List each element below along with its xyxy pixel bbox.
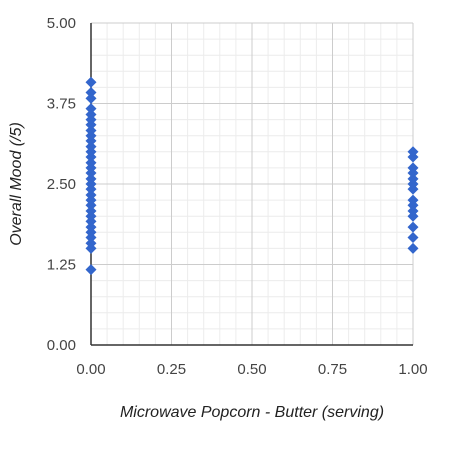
- x-tick-label: 0.00: [76, 361, 105, 378]
- y-axis-title: Overall Mood (/5): [8, 122, 25, 246]
- data-point: [85, 92, 97, 104]
- y-tick-label: 2.50: [47, 176, 76, 193]
- data-point: [407, 146, 419, 158]
- x-tick-label: 0.50: [237, 361, 266, 378]
- y-tick-label: 5.00: [47, 15, 76, 32]
- y-tick-label: 0.00: [47, 337, 76, 354]
- data-point: [85, 221, 97, 233]
- data-point: [407, 162, 419, 174]
- data-point: [85, 76, 97, 88]
- data-point: [85, 141, 97, 153]
- data-point: [85, 237, 97, 249]
- data-point: [85, 157, 97, 169]
- data-point: [85, 205, 97, 217]
- data-point: [407, 173, 419, 185]
- x-axis-title: Microwave Popcorn - Butter (serving): [120, 404, 384, 421]
- data-point: [85, 103, 97, 115]
- data-point: [407, 242, 419, 254]
- x-tick-label: 0.25: [157, 361, 186, 378]
- data-point: [85, 125, 97, 137]
- data-point: [85, 87, 97, 99]
- data-point: [85, 173, 97, 185]
- data-point: [407, 194, 419, 206]
- y-tick-label: 3.75: [47, 96, 76, 113]
- x-tick-label: 0.75: [318, 361, 347, 378]
- x-tick-label: 1.00: [398, 361, 427, 378]
- major-gridlines: [91, 22, 414, 345]
- data-point: [85, 264, 97, 276]
- data-point: [407, 221, 419, 233]
- data-point: [407, 205, 419, 217]
- y-axis-ticks: 0.00 1.25 2.50 3.75 5.00: [47, 15, 76, 354]
- y-tick-label: 1.25: [47, 257, 76, 274]
- data-point: [85, 108, 97, 120]
- x-axis-ticks: 0.00 0.25 0.50 0.75 1.00: [76, 361, 427, 378]
- data-point: [407, 231, 419, 243]
- data-point: [85, 189, 97, 201]
- data-points: [85, 76, 419, 276]
